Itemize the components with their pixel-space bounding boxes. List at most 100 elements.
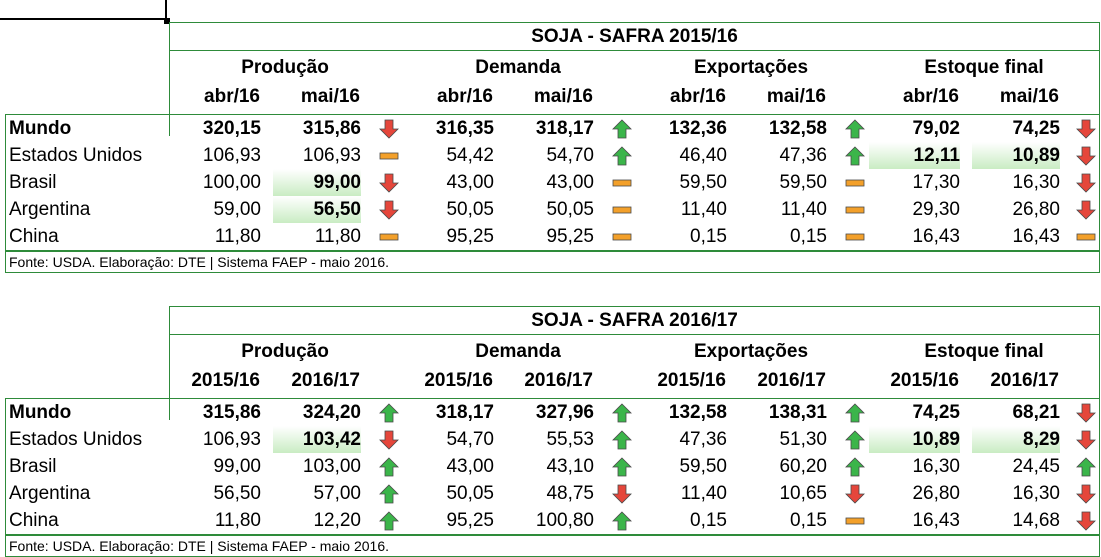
value-cell-exportacoes[interactable]: 46,40 xyxy=(679,145,727,166)
value-cell-producao[interactable]: 56,50 xyxy=(273,196,361,223)
up-arrow-icon xyxy=(612,119,632,139)
value-cell-demanda[interactable]: 54,70 xyxy=(546,145,594,166)
value-cell-producao[interactable]: 12,20 xyxy=(313,510,361,531)
value-cell-exportacoes[interactable]: 132,58 xyxy=(668,402,727,423)
value-cell-demanda[interactable]: 50,05 xyxy=(546,199,594,220)
subheader-exportacoes-2: mai/16 xyxy=(766,86,826,107)
value-cell-demanda[interactable]: 43,00 xyxy=(446,172,494,193)
value-cell-demanda[interactable]: 54,70 xyxy=(446,429,494,450)
value-cell-demanda[interactable]: 50,05 xyxy=(446,483,494,504)
value-cell-demanda[interactable]: 55,53 xyxy=(546,429,594,450)
value-cell-exportacoes[interactable]: 0,15 xyxy=(690,226,727,247)
value-cell-exportacoes[interactable]: 132,58 xyxy=(768,118,827,139)
value-cell-estoque-final[interactable]: 16,30 xyxy=(912,456,960,477)
value-cell-demanda[interactable]: 95,25 xyxy=(446,226,494,247)
value-cell-exportacoes[interactable]: 59,50 xyxy=(679,172,727,193)
value-cell-exportacoes[interactable]: 47,36 xyxy=(679,429,727,450)
value-cell-producao[interactable]: 100,00 xyxy=(202,172,261,193)
value-cell-demanda[interactable]: 43,00 xyxy=(546,172,594,193)
value-cell-producao[interactable]: 57,00 xyxy=(313,483,361,504)
value-cell-estoque-final[interactable]: 16,43 xyxy=(912,510,960,531)
value-cell-producao[interactable]: 99,00 xyxy=(213,456,261,477)
value-cell-exportacoes[interactable]: 51,30 xyxy=(779,429,827,450)
value-cell-estoque-final[interactable]: 8,29 xyxy=(972,426,1060,453)
value-cell-producao[interactable]: 106,93 xyxy=(302,145,361,166)
value-cell-producao[interactable]: 56,50 xyxy=(213,483,261,504)
value-cell-producao[interactable]: 106,93 xyxy=(202,145,261,166)
down-arrow-icon xyxy=(379,173,399,193)
value-cell-producao[interactable]: 11,80 xyxy=(214,226,261,247)
up-arrow-icon xyxy=(612,403,632,423)
value-cell-exportacoes[interactable]: 11,40 xyxy=(680,199,727,220)
value-cell-producao[interactable]: 324,20 xyxy=(302,402,361,423)
table-row: Argentina 56,50 57,00 50,05 48,75 11,40 10,65 2… xyxy=(6,480,1099,507)
value-cell-demanda[interactable]: 95,25 xyxy=(546,226,594,247)
value-cell-exportacoes[interactable]: 0,15 xyxy=(790,510,827,531)
value-cell-producao[interactable]: 103,42 xyxy=(273,426,361,453)
value-cell-demanda[interactable]: 316,35 xyxy=(435,118,494,139)
value-cell-producao[interactable]: 103,00 xyxy=(302,456,361,477)
value-cell-estoque-final[interactable]: 12,11 xyxy=(869,142,960,169)
value-cell-estoque-final[interactable]: 26,80 xyxy=(1012,199,1060,220)
value-cell-producao[interactable]: 59,00 xyxy=(213,199,261,220)
value-cell-estoque-final[interactable]: 16,43 xyxy=(912,226,960,247)
source-note: Fonte: USDA. Elaboração: DTE | Sistema F… xyxy=(5,535,1100,557)
subheader-demanda-2: mai/16 xyxy=(533,86,593,107)
row-label: Argentina xyxy=(9,483,91,504)
value-cell-exportacoes[interactable]: 11,40 xyxy=(680,483,727,504)
value-cell-producao[interactable]: 315,86 xyxy=(202,402,261,423)
value-cell-demanda[interactable]: 318,17 xyxy=(535,118,594,139)
value-cell-exportacoes[interactable]: 10,65 xyxy=(779,483,827,504)
row-label: China xyxy=(9,510,59,531)
value-cell-estoque-final[interactable]: 16,30 xyxy=(1012,172,1060,193)
value-cell-exportacoes[interactable]: 60,20 xyxy=(779,456,827,477)
down-arrow-icon xyxy=(379,200,399,220)
subheader-demanda-1: 2015/16 xyxy=(424,370,493,391)
value-cell-exportacoes[interactable]: 132,36 xyxy=(668,118,727,139)
value-cell-estoque-final[interactable]: 79,02 xyxy=(912,118,960,139)
value-cell-estoque-final[interactable]: 10,89 xyxy=(972,142,1060,169)
up-arrow-icon xyxy=(612,457,632,477)
table-title: SOJA - SAFRA 2016/17 xyxy=(169,306,1100,335)
value-cell-estoque-final[interactable]: 68,21 xyxy=(1012,402,1060,423)
value-cell-estoque-final[interactable]: 10,89 xyxy=(869,426,960,453)
value-cell-exportacoes[interactable]: 138,31 xyxy=(768,402,827,423)
value-cell-estoque-final[interactable]: 17,30 xyxy=(912,172,960,193)
value-cell-exportacoes[interactable]: 0,15 xyxy=(690,510,727,531)
subheader-demanda-1: abr/16 xyxy=(437,86,493,107)
value-cell-estoque-final[interactable]: 29,30 xyxy=(912,199,960,220)
value-cell-demanda[interactable]: 50,05 xyxy=(446,199,494,220)
value-cell-demanda[interactable]: 48,75 xyxy=(546,483,594,504)
value-cell-demanda[interactable]: 43,10 xyxy=(546,456,594,477)
value-cell-demanda[interactable]: 43,00 xyxy=(446,456,494,477)
value-cell-producao[interactable]: 99,00 xyxy=(273,169,361,196)
value-cell-demanda[interactable]: 95,25 xyxy=(446,510,494,531)
value-cell-producao[interactable]: 11,80 xyxy=(314,226,361,247)
value-cell-exportacoes[interactable]: 59,50 xyxy=(679,456,727,477)
down-arrow-icon xyxy=(1076,403,1096,423)
value-cell-exportacoes[interactable]: 47,36 xyxy=(779,145,827,166)
down-arrow-icon xyxy=(1076,511,1096,531)
value-cell-demanda[interactable]: 100,80 xyxy=(535,510,594,531)
value-cell-estoque-final[interactable]: 16,43 xyxy=(1012,226,1060,247)
table-row: Brasil 100,00 99,00 43,00 43,00 59,50 59,50 17,… xyxy=(6,169,1099,196)
value-cell-exportacoes[interactable]: 0,15 xyxy=(790,226,827,247)
value-cell-estoque-final[interactable]: 14,68 xyxy=(1012,510,1060,531)
value-cell-demanda[interactable]: 54,42 xyxy=(446,145,494,166)
value-cell-estoque-final[interactable]: 74,25 xyxy=(1012,118,1060,139)
value-cell-estoque-final[interactable]: 16,30 xyxy=(1012,483,1060,504)
value-cell-estoque-final[interactable]: 74,25 xyxy=(912,402,960,423)
value-cell-producao[interactable]: 320,15 xyxy=(202,118,261,139)
value-cell-producao[interactable]: 106,93 xyxy=(202,429,261,450)
selected-cell[interactable] xyxy=(0,0,167,20)
fill-handle[interactable] xyxy=(164,18,170,24)
value-cell-estoque-final[interactable]: 24,45 xyxy=(1012,456,1060,477)
value-cell-estoque-final[interactable]: 26,80 xyxy=(912,483,960,504)
value-cell-producao[interactable]: 11,80 xyxy=(214,510,261,531)
value-cell-demanda[interactable]: 318,17 xyxy=(435,402,494,423)
value-cell-demanda[interactable]: 327,96 xyxy=(535,402,594,423)
value-cell-producao[interactable]: 315,86 xyxy=(302,118,361,139)
value-cell-exportacoes[interactable]: 11,40 xyxy=(780,199,827,220)
value-cell-exportacoes[interactable]: 59,50 xyxy=(779,172,827,193)
row-label: Brasil xyxy=(9,172,57,193)
